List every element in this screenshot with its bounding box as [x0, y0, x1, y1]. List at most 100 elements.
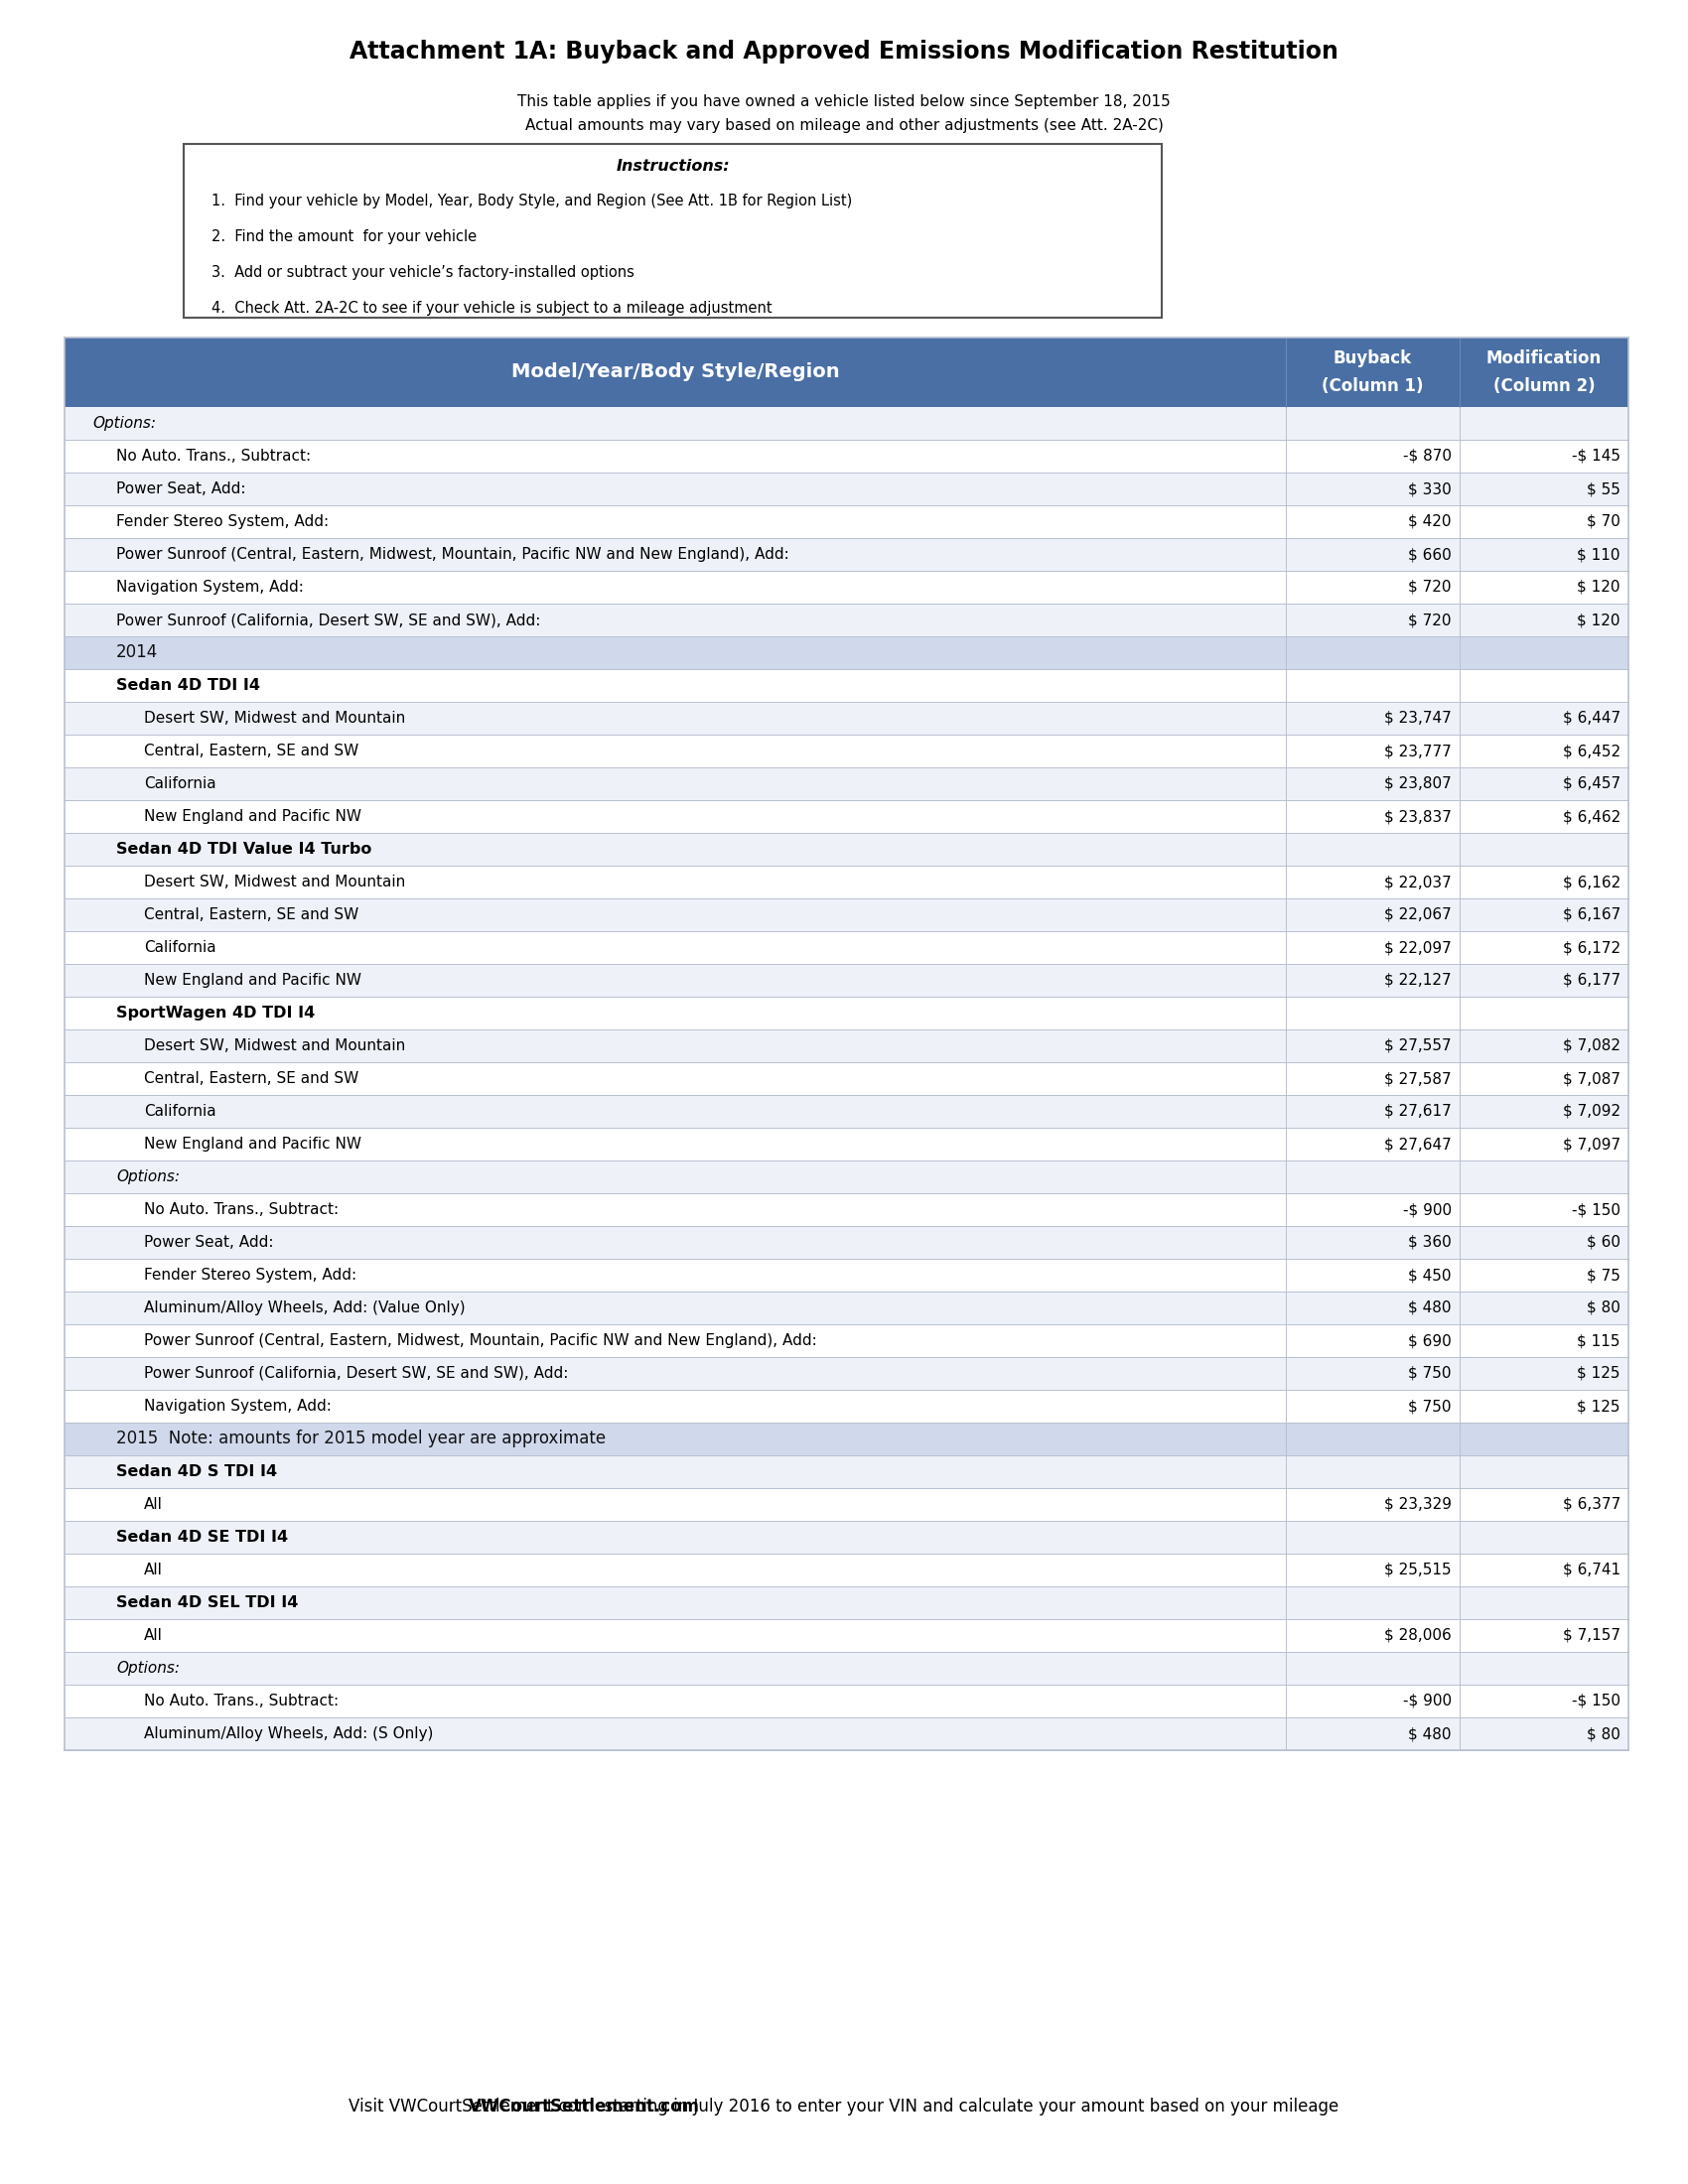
Text: -$ 900: -$ 900 — [1403, 1693, 1452, 1708]
Text: Attachment 1A: Buyback and Approved Emissions Modification Restitution: Attachment 1A: Buyback and Approved Emis… — [349, 39, 1339, 63]
Text: $ 23,837: $ 23,837 — [1384, 808, 1452, 823]
Text: Desert SW, Midwest and Mountain: Desert SW, Midwest and Mountain — [143, 874, 405, 889]
Text: Navigation System, Add:: Navigation System, Add: — [143, 1398, 331, 1413]
Text: $ 720: $ 720 — [1408, 612, 1452, 627]
Text: Navigation System, Add:: Navigation System, Add: — [116, 579, 304, 594]
Bar — [64, 1684, 1629, 1717]
Bar — [64, 898, 1629, 930]
Text: Sedan 4D TDI Value I4 Turbo: Sedan 4D TDI Value I4 Turbo — [116, 841, 371, 856]
Text: $ 6,172: $ 6,172 — [1563, 939, 1620, 954]
Text: $ 120: $ 120 — [1577, 612, 1620, 627]
Text: $ 22,067: $ 22,067 — [1384, 906, 1452, 922]
Text: (Column 1): (Column 1) — [1322, 378, 1423, 395]
Text: All: All — [143, 1562, 162, 1577]
Text: $ 720: $ 720 — [1408, 579, 1452, 594]
Text: $ 23,747: $ 23,747 — [1384, 710, 1452, 725]
Bar — [64, 1029, 1629, 1061]
Bar — [64, 1291, 1629, 1324]
Text: $ 6,447: $ 6,447 — [1563, 710, 1620, 725]
Bar — [64, 1258, 1629, 1291]
Bar — [64, 603, 1629, 636]
Text: $ 420: $ 420 — [1408, 513, 1452, 529]
Bar — [64, 1389, 1629, 1422]
Bar — [64, 1553, 1629, 1586]
Text: New England and Pacific NW: New England and Pacific NW — [143, 808, 361, 823]
Bar — [64, 1717, 1629, 1749]
Bar — [64, 1094, 1629, 1127]
Bar — [64, 537, 1629, 570]
Bar — [64, 439, 1629, 472]
Text: $ 750: $ 750 — [1408, 1365, 1452, 1380]
Text: $ 125: $ 125 — [1577, 1365, 1620, 1380]
Text: $ 23,329: $ 23,329 — [1384, 1496, 1452, 1511]
Text: Model/Year/Body Style/Region: Model/Year/Body Style/Region — [511, 363, 839, 382]
Text: $ 450: $ 450 — [1408, 1267, 1452, 1282]
Bar — [64, 1651, 1629, 1684]
Text: Sedan 4D TDI I4: Sedan 4D TDI I4 — [116, 677, 260, 692]
Bar — [64, 339, 1629, 406]
Text: $ 7,082: $ 7,082 — [1563, 1037, 1620, 1053]
Text: $ 7,157: $ 7,157 — [1563, 1627, 1620, 1642]
Text: California: California — [143, 1103, 216, 1118]
Text: Sedan 4D SEL TDI I4: Sedan 4D SEL TDI I4 — [116, 1594, 299, 1610]
Text: $ 55: $ 55 — [1587, 480, 1620, 496]
Text: $ 7,097: $ 7,097 — [1563, 1136, 1620, 1151]
Text: $ 6,741: $ 6,741 — [1563, 1562, 1620, 1577]
Text: $ 22,037: $ 22,037 — [1384, 874, 1452, 889]
Text: No Auto. Trans., Subtract:: No Auto. Trans., Subtract: — [143, 1693, 339, 1708]
Text: $ 70: $ 70 — [1587, 513, 1620, 529]
Text: Desert SW, Midwest and Mountain: Desert SW, Midwest and Mountain — [143, 710, 405, 725]
Text: $ 6,377: $ 6,377 — [1563, 1496, 1620, 1511]
Text: Buyback: Buyback — [1334, 349, 1413, 367]
Bar — [64, 1061, 1629, 1094]
Bar — [64, 1192, 1629, 1225]
Bar — [64, 1487, 1629, 1520]
Text: -$ 870: -$ 870 — [1403, 448, 1452, 463]
Text: $ 120: $ 120 — [1577, 579, 1620, 594]
Text: New England and Pacific NW: New England and Pacific NW — [143, 972, 361, 987]
Text: $ 27,587: $ 27,587 — [1384, 1070, 1452, 1085]
Text: $ 6,162: $ 6,162 — [1563, 874, 1620, 889]
Text: Fender Stereo System, Add:: Fender Stereo System, Add: — [116, 513, 329, 529]
Bar — [64, 930, 1629, 963]
Text: Options:: Options: — [93, 415, 155, 430]
Bar — [64, 570, 1629, 603]
Text: Options:: Options: — [116, 1168, 179, 1184]
Text: $ 360: $ 360 — [1408, 1234, 1452, 1249]
Text: Sedan 4D SE TDI I4: Sedan 4D SE TDI I4 — [116, 1529, 289, 1544]
Bar — [64, 1618, 1629, 1651]
Text: This table applies if you have owned a vehicle listed below since September 18, : This table applies if you have owned a v… — [518, 94, 1170, 109]
Bar — [64, 636, 1629, 668]
Text: 1.  Find your vehicle by Model, Year, Body Style, and Region (See Att. 1B for Re: 1. Find your vehicle by Model, Year, Bod… — [211, 194, 852, 210]
Text: No Auto. Trans., Subtract:: No Auto. Trans., Subtract: — [143, 1201, 339, 1216]
Text: -$ 150: -$ 150 — [1572, 1693, 1620, 1708]
Text: $ 690: $ 690 — [1408, 1332, 1452, 1348]
Text: $ 7,087: $ 7,087 — [1563, 1070, 1620, 1085]
Text: 2.  Find the amount  for your vehicle: 2. Find the amount for your vehicle — [211, 229, 476, 245]
Text: Power Sunroof (Central, Eastern, Midwest, Mountain, Pacific NW and New England),: Power Sunroof (Central, Eastern, Midwest… — [143, 1332, 817, 1348]
Text: $ 27,617: $ 27,617 — [1384, 1103, 1452, 1118]
Text: Aluminum/Alloy Wheels, Add: (S Only): Aluminum/Alloy Wheels, Add: (S Only) — [143, 1725, 434, 1741]
Text: 2015  Note: amounts for 2015 model year are approximate: 2015 Note: amounts for 2015 model year a… — [116, 1431, 606, 1448]
Text: 2014: 2014 — [116, 644, 159, 662]
Bar — [64, 701, 1629, 734]
Text: $ 110: $ 110 — [1577, 546, 1620, 561]
Text: Aluminum/Alloy Wheels, Add: (Value Only): Aluminum/Alloy Wheels, Add: (Value Only) — [143, 1299, 466, 1315]
Text: Instructions:: Instructions: — [616, 159, 729, 173]
Text: Options:: Options: — [116, 1660, 179, 1675]
Text: $ 27,647: $ 27,647 — [1384, 1136, 1452, 1151]
Text: No Auto. Trans., Subtract:: No Auto. Trans., Subtract: — [116, 448, 311, 463]
Text: -$ 150: -$ 150 — [1572, 1201, 1620, 1216]
Text: $ 6,452: $ 6,452 — [1563, 743, 1620, 758]
Bar — [64, 1324, 1629, 1356]
Text: 3.  Add or subtract your vehicle’s factory-installed options: 3. Add or subtract your vehicle’s factor… — [211, 266, 635, 280]
Text: $ 6,462: $ 6,462 — [1563, 808, 1620, 823]
Bar — [64, 668, 1629, 701]
Bar — [64, 406, 1629, 439]
Text: $ 28,006: $ 28,006 — [1384, 1627, 1452, 1642]
Bar — [64, 1127, 1629, 1160]
Text: $ 750: $ 750 — [1408, 1398, 1452, 1413]
Text: $ 25,515: $ 25,515 — [1384, 1562, 1452, 1577]
Text: $ 115: $ 115 — [1577, 1332, 1620, 1348]
Text: Fender Stereo System, Add:: Fender Stereo System, Add: — [143, 1267, 356, 1282]
